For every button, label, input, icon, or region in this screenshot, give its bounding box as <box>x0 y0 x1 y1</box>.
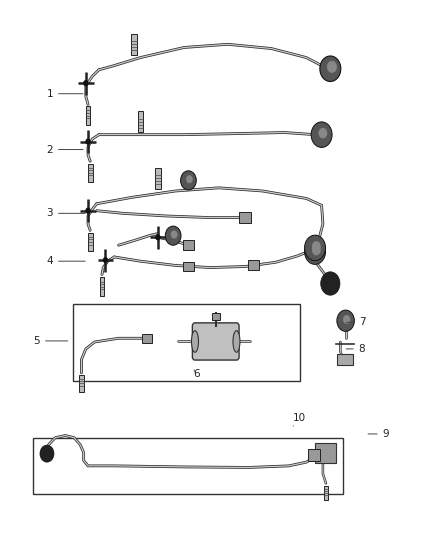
Circle shape <box>311 122 332 148</box>
Bar <box>99 277 104 296</box>
Bar <box>79 375 84 392</box>
Circle shape <box>86 208 90 213</box>
Bar <box>155 168 161 189</box>
Circle shape <box>320 56 341 82</box>
Circle shape <box>304 235 325 261</box>
Circle shape <box>327 61 337 72</box>
Circle shape <box>321 272 340 295</box>
Bar <box>183 240 194 250</box>
Circle shape <box>40 445 54 462</box>
Circle shape <box>171 231 177 238</box>
Bar <box>308 449 320 461</box>
Text: 9: 9 <box>368 429 389 439</box>
Bar <box>85 106 91 125</box>
Bar <box>239 212 251 223</box>
Bar <box>73 304 300 381</box>
Bar <box>33 438 343 494</box>
Circle shape <box>337 310 354 332</box>
Circle shape <box>312 245 321 255</box>
Bar <box>88 164 93 182</box>
Text: 4: 4 <box>46 256 85 266</box>
Circle shape <box>86 139 90 144</box>
Bar <box>131 34 137 55</box>
Circle shape <box>103 258 107 263</box>
Bar <box>324 486 328 500</box>
Text: 6: 6 <box>193 369 199 379</box>
Circle shape <box>156 235 160 240</box>
Bar <box>138 111 143 132</box>
Text: 2: 2 <box>46 144 83 155</box>
Bar <box>212 313 219 320</box>
Text: 3: 3 <box>46 208 85 219</box>
Bar <box>248 260 259 270</box>
Circle shape <box>84 80 88 85</box>
Bar <box>88 233 93 252</box>
Text: 10: 10 <box>293 413 306 426</box>
Circle shape <box>186 175 193 183</box>
Text: 5: 5 <box>33 336 68 346</box>
Text: 1: 1 <box>46 88 83 99</box>
Circle shape <box>180 171 196 190</box>
Ellipse shape <box>191 330 198 352</box>
Circle shape <box>165 226 181 245</box>
Bar <box>337 354 353 365</box>
Circle shape <box>304 239 325 264</box>
Circle shape <box>343 315 350 324</box>
Circle shape <box>319 128 327 138</box>
Ellipse shape <box>233 330 240 352</box>
Text: 7: 7 <box>346 317 365 327</box>
FancyBboxPatch shape <box>192 323 239 360</box>
Text: 8: 8 <box>346 344 365 354</box>
Bar <box>183 262 194 271</box>
Bar <box>142 334 152 343</box>
Bar <box>315 443 336 463</box>
Circle shape <box>312 241 321 252</box>
